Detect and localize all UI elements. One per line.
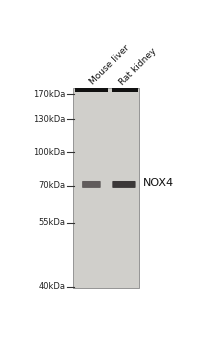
Text: Rat kidney: Rat kidney — [118, 46, 158, 87]
FancyBboxPatch shape — [112, 181, 136, 188]
Bar — [111, 88, 138, 92]
Text: 170kDa: 170kDa — [33, 90, 66, 99]
Text: 70kDa: 70kDa — [39, 182, 66, 190]
FancyBboxPatch shape — [82, 181, 101, 188]
Text: 130kDa: 130kDa — [33, 114, 66, 124]
Bar — [75, 88, 108, 92]
Text: Mouse liver: Mouse liver — [88, 43, 131, 87]
Text: 55kDa: 55kDa — [39, 218, 66, 228]
Text: NOX4: NOX4 — [143, 178, 174, 188]
Text: 100kDa: 100kDa — [34, 148, 66, 156]
Text: 40kDa: 40kDa — [39, 282, 66, 291]
Bar — [73, 88, 139, 288]
